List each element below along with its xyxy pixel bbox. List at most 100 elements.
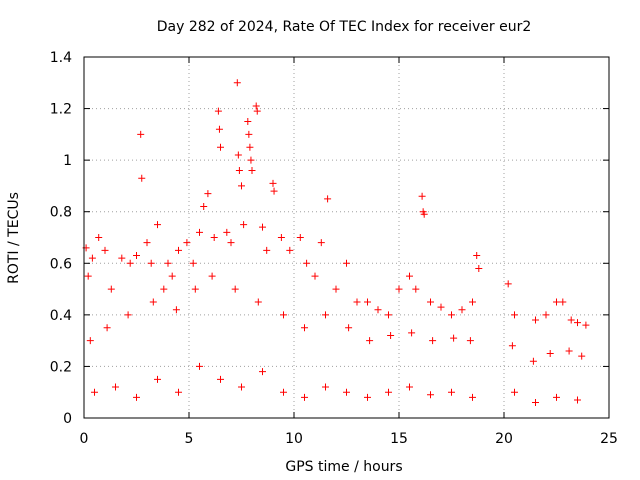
x-tick-label: 25 [600,431,618,447]
data-point [101,246,109,254]
data-point [196,362,203,370]
data-point [244,117,252,125]
data-point [374,306,382,314]
data-point [418,192,426,200]
data-point [189,259,197,267]
data-point [532,316,539,324]
data-point [138,174,146,182]
data-point [343,259,350,267]
data-point [183,239,191,247]
data-point [508,342,516,350]
y-tick-label: 1 [63,153,72,169]
data-point [578,352,586,360]
data-point [296,234,304,241]
data-point [95,234,103,241]
data-point [280,311,287,319]
data-point [387,331,395,339]
data-point [332,285,340,293]
data-point [91,388,98,396]
data-point [234,151,242,159]
data-point [286,246,294,254]
data-point [466,337,474,345]
data-point [133,252,140,260]
data-point [118,254,126,262]
data-point [253,107,261,115]
data-point [406,272,413,280]
data-point [149,298,157,306]
data-point [223,228,231,236]
data-point [235,166,243,174]
data-point [475,264,483,272]
data-point [217,143,224,151]
data-point [437,303,445,311]
data-point [112,383,119,391]
data-point [511,388,518,396]
data-point [168,272,176,280]
data-point [301,393,308,401]
data-point [450,334,458,342]
data-point [458,306,466,314]
data-point [208,272,216,280]
data-point [280,388,287,396]
data-point [210,234,218,241]
y-tick-label: 1.2 [50,102,72,118]
data-point [126,259,134,267]
x-tick-label: 10 [285,431,303,447]
data-point [196,228,203,236]
y-tick-label: 0.4 [50,308,72,324]
data-point [353,298,361,306]
data-point [86,337,94,345]
data-point [364,298,371,306]
data-point [301,324,308,332]
data-point [303,259,311,267]
data-point [263,246,271,254]
data-point [582,321,590,329]
data-point [270,187,278,195]
data-point [529,357,537,365]
data-point [217,375,224,383]
data-point [147,259,155,267]
data-point [406,383,413,391]
data-point [385,311,392,319]
data-point [559,298,567,306]
data-point [254,298,262,306]
data-point [238,383,245,391]
data-point [259,223,266,231]
data-point [324,195,332,203]
y-tick-label: 0.6 [50,256,72,272]
data-point [269,179,277,187]
data-point [88,254,96,262]
data-point [385,388,392,396]
data-point [542,311,550,319]
data-point [567,316,575,324]
data-point [277,234,285,241]
data-point [164,259,172,267]
data-point [574,319,581,327]
data-point [84,272,92,280]
data-point [574,396,581,404]
data-point [364,393,371,401]
data-point [259,368,266,376]
data-point [107,285,115,293]
x-tick-label: 20 [495,431,513,447]
data-point [408,329,416,337]
data-point [175,246,182,254]
data-point [448,388,455,396]
y-tick-label: 1.4 [50,50,72,66]
data-point [172,306,180,314]
plot-frame [83,56,610,419]
data-point [143,239,151,247]
data-point [420,210,428,218]
y-axis-label: ROTI / TECUs [6,192,22,284]
data-point [252,102,260,110]
data-point [191,285,199,293]
data-point [175,388,182,396]
data-point [204,190,212,198]
data-point [124,311,132,319]
data-point [427,391,434,399]
tick-labels: 0 5 10 15 20 25 0 0.2 0.4 0.6 0.8 1 1.2 1.4 [50,50,618,447]
data-point [160,285,168,293]
data-point [103,324,111,332]
data-point [200,203,208,211]
data-point [532,399,539,407]
